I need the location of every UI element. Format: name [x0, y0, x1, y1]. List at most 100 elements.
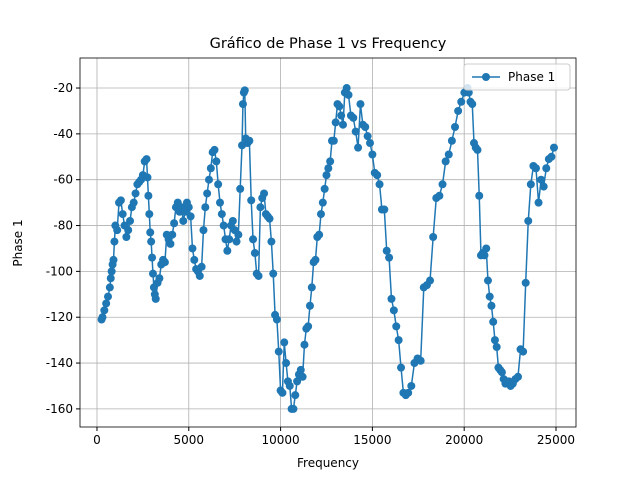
marker: [368, 150, 377, 159]
marker: [215, 198, 224, 207]
marker: [293, 377, 302, 386]
marker: [122, 232, 131, 241]
marker: [457, 97, 466, 106]
marker: [197, 262, 206, 271]
marker: [214, 180, 223, 189]
marker: [429, 232, 438, 241]
marker: [475, 191, 484, 200]
marker: [102, 299, 111, 308]
marker: [444, 150, 453, 159]
marker: [382, 246, 391, 255]
marker: [349, 113, 358, 122]
marker: [534, 198, 543, 207]
marker: [254, 271, 263, 280]
marker: [144, 191, 153, 200]
marker: [519, 347, 528, 356]
marker: [179, 216, 188, 225]
marker: [356, 100, 365, 109]
axes-frame: [79, 57, 577, 428]
chart-title: Gráfico de Phase 1 vs Frequency: [210, 36, 447, 52]
marker: [146, 228, 155, 237]
marker: [363, 132, 372, 141]
marker: [260, 189, 269, 198]
marker: [107, 267, 116, 276]
marker: [126, 216, 135, 225]
marker: [531, 164, 540, 173]
x-axis-label: Frequency: [297, 456, 359, 470]
marker: [385, 253, 394, 262]
marker: [168, 230, 177, 239]
marker: [147, 237, 156, 246]
marker: [143, 173, 152, 182]
marker: [526, 180, 535, 189]
marker: [354, 143, 363, 152]
marker: [170, 219, 179, 228]
x-tick-label: 10000: [261, 433, 299, 447]
marker: [380, 205, 389, 214]
marker: [219, 221, 228, 230]
marker: [148, 253, 157, 262]
marker: [318, 198, 327, 207]
marker: [166, 239, 175, 248]
marker: [485, 292, 494, 301]
marker: [426, 276, 435, 285]
marker: [464, 88, 473, 97]
marker: [331, 118, 340, 127]
marker: [116, 196, 125, 205]
y-tick-label: -160: [46, 402, 73, 416]
marker: [326, 157, 335, 166]
marker: [206, 164, 215, 173]
marker: [521, 278, 530, 287]
marker: [249, 235, 258, 244]
marker: [190, 255, 199, 264]
marker: [204, 175, 213, 184]
marker: [184, 203, 193, 212]
legend-marker: [482, 73, 490, 81]
y-tick-label: -100: [46, 264, 73, 278]
marker: [247, 196, 256, 205]
marker: [351, 127, 360, 136]
marker: [105, 283, 114, 292]
marker: [342, 84, 351, 93]
marker: [225, 235, 234, 244]
marker: [375, 180, 384, 189]
marker: [217, 210, 226, 219]
marker: [311, 255, 320, 264]
y-tick-label: -120: [46, 310, 73, 324]
marker: [392, 322, 401, 331]
marker: [160, 258, 169, 267]
marker: [106, 274, 115, 283]
marker: [307, 283, 316, 292]
marker: [300, 340, 309, 349]
marker: [186, 212, 195, 221]
marker: [199, 226, 208, 235]
y-tick-label: -80: [53, 219, 73, 233]
marker: [280, 338, 289, 347]
marker: [397, 363, 406, 372]
y-axis-label: Phase 1: [11, 219, 25, 266]
marker: [482, 244, 491, 253]
marker: [304, 322, 313, 331]
marker: [489, 317, 498, 326]
marker: [142, 155, 151, 164]
marker: [298, 372, 307, 381]
marker: [394, 336, 403, 345]
marker: [228, 216, 237, 225]
marker: [547, 152, 556, 161]
marker: [285, 381, 294, 390]
legend-label: Phase 1: [508, 70, 555, 84]
marker: [492, 343, 501, 352]
x-tick-label: 5000: [174, 433, 205, 447]
marker: [103, 292, 112, 301]
marker: [250, 249, 259, 258]
marker: [272, 315, 281, 324]
marker: [109, 255, 118, 264]
y-tick-label: -140: [46, 356, 73, 370]
marker: [124, 226, 133, 235]
marker: [320, 184, 329, 193]
marker: [129, 198, 138, 207]
marker: [118, 210, 127, 219]
marker: [232, 237, 241, 246]
marker: [335, 102, 344, 111]
marker: [537, 175, 546, 184]
